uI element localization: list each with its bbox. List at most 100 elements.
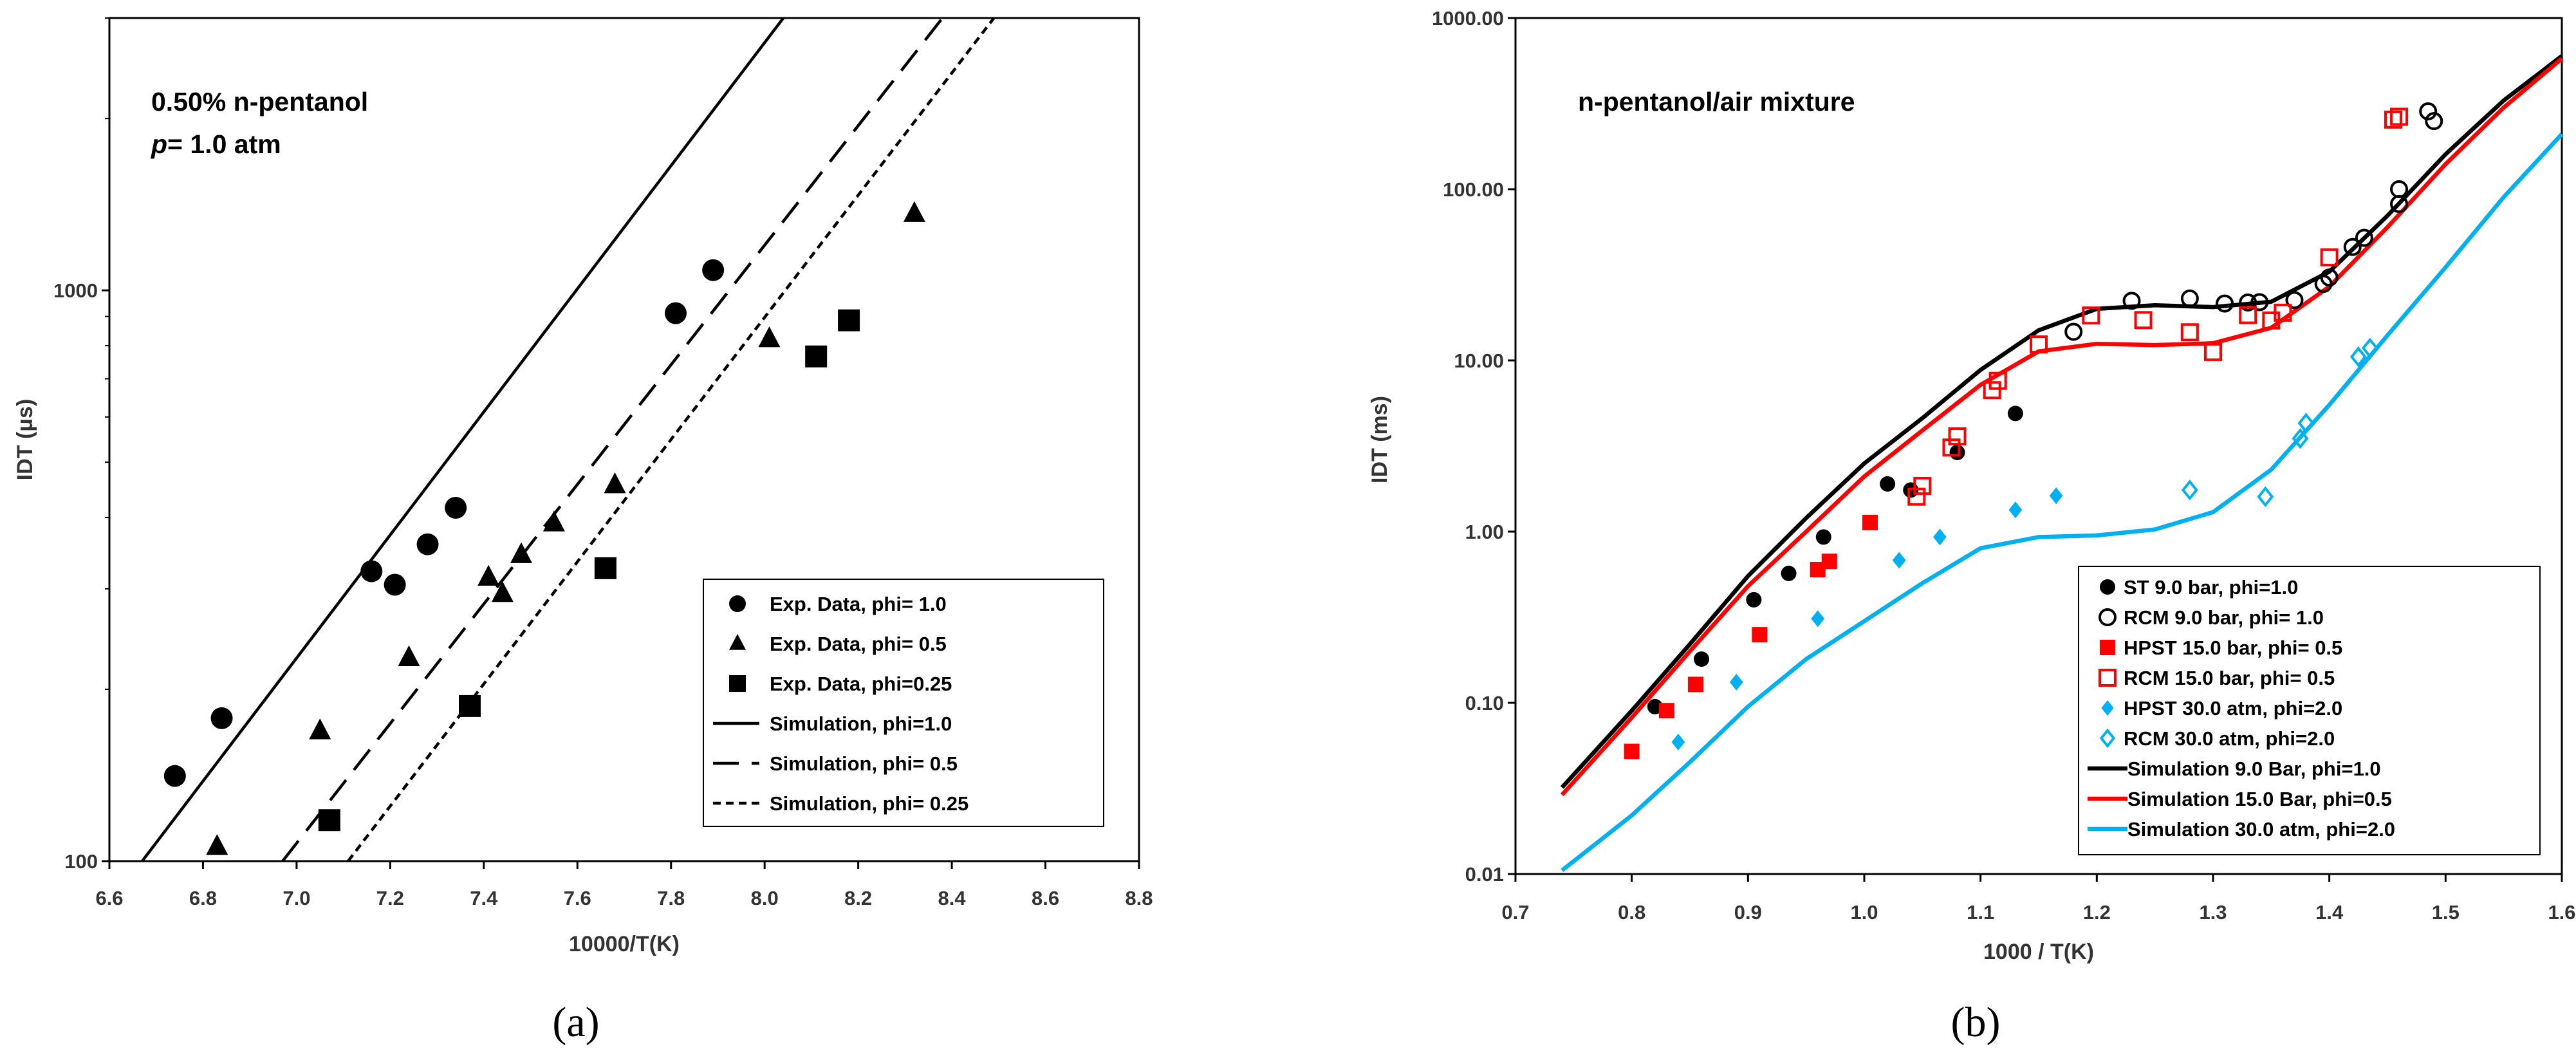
panel-b-data-point	[2181, 479, 2198, 501]
panel-a-data-point	[604, 472, 626, 494]
panel-b-data-point	[2285, 291, 2304, 310]
panel-b-ticks: 0.7 0.8 0.9 1.0 1.1 1.2 1.3 1.4 1.5 1.6 0.01 0.10 1.…	[1432, 7, 2576, 924]
panel-b-data-point	[1948, 427, 1967, 446]
panel-b-legend-label: RCM 15.0 bar, phi= 0.5	[2124, 667, 2335, 689]
panel-b-data-point	[2180, 289, 2199, 308]
panel-b-data-point	[2082, 306, 2100, 325]
panel-b-data-point	[1624, 743, 1640, 759]
panel-b-legend: ST 9.0 bar, phi=1.0 RCM 9.0 bar, phi= 1.0…	[2088, 576, 2395, 841]
panel-a-x-tick-label: 8.8	[1125, 887, 1153, 909]
panel-b-data-point	[1862, 514, 1878, 530]
panel-b-caption: (b)	[1951, 999, 2001, 1046]
panel-a-series-line	[141, 17, 785, 862]
panel-b-data-point	[2064, 322, 2083, 341]
panel-b-data-point	[1880, 476, 1896, 492]
panel-a-data-point	[445, 496, 467, 519]
panel-b-data-point	[2239, 293, 2257, 312]
panel-b-data-point	[1671, 733, 1685, 750]
panel-a-data-point	[163, 765, 186, 787]
panel-b-data-point	[2030, 335, 2048, 354]
panel-a-data-point	[318, 809, 340, 832]
panel-a-data-point	[384, 573, 406, 596]
panel-a-x-tick-label: 7.6	[564, 887, 591, 909]
panel-a-markers	[163, 201, 925, 855]
panel-b-data-point	[1942, 438, 1961, 457]
panel-b-data-point	[1913, 476, 1932, 495]
panel-b-y-tick-label: 1000.00	[1432, 7, 1504, 30]
panel-b-data-point	[1694, 651, 1710, 667]
panel-a-data-point	[360, 560, 383, 582]
panel-b-data-point	[2390, 180, 2409, 198]
panel-a-data-point	[805, 345, 828, 367]
panel-b-data-point	[1647, 698, 1663, 714]
panel-a-data-point	[838, 309, 860, 331]
panel-b-x-tick-label: 1.0	[1850, 901, 1878, 924]
panel-a-x-tick-label: 8.2	[844, 887, 872, 909]
panel-a-legend-label: Simulation, phi=1.0	[770, 712, 952, 735]
panel-a-data-point	[702, 259, 725, 281]
panel-b-legend-swatch	[2100, 579, 2115, 595]
panel-a-annotation-line2: p= 1.0 atm	[151, 129, 281, 159]
panel-b-data-point	[2274, 303, 2292, 322]
panel-a-annotation-pressure: = 1.0 atm	[167, 129, 281, 159]
panel-a-series-line	[281, 17, 944, 862]
panel-b-legend-label: Simulation 9.0 Bar, phi=1.0	[2127, 758, 2381, 780]
panel-a-x-tick-label: 8.0	[751, 887, 779, 909]
panel-b-data-point	[2361, 337, 2378, 359]
panel-b-legend-box	[2078, 566, 2541, 855]
panel-b-legend-swatch	[2099, 608, 2117, 626]
panel-b-data-point	[1729, 673, 1743, 691]
panel-b-y-tick-label: 1.00	[1465, 521, 1504, 543]
panel-b-data-point	[2384, 110, 2403, 129]
panel-b-series-line	[1560, 57, 2564, 797]
panel-b-data-point	[1933, 528, 1947, 546]
panel-a-legend-label: Exp. Data, phi= 1.0	[770, 593, 947, 615]
panel-b-legend-swatch	[2100, 640, 2115, 655]
panel-a-y-tick-label: 1000	[53, 279, 98, 302]
panel-b-legend-swatch	[2099, 669, 2117, 687]
panel-a-legend-box	[703, 579, 1104, 827]
panel-a-legend-swatch	[729, 675, 746, 692]
panel-a-legend-swatch	[729, 634, 746, 650]
panel-a-data-point	[477, 564, 500, 586]
panel-b-data-point	[2007, 405, 2023, 422]
panel-b-x-tick-label: 1.6	[2548, 901, 2575, 924]
panel-a-data-point	[309, 718, 331, 739]
panel-b-data-point	[2297, 413, 2315, 434]
panel-a-caption: (a)	[552, 999, 599, 1046]
panel-a-data-point	[903, 201, 925, 222]
panel-b-legend-label: RCM 30.0 atm, phi=2.0	[2124, 727, 2335, 750]
panel-a-data-point	[594, 557, 616, 579]
panel-a-x-tick-label: 6.8	[189, 887, 217, 909]
panel-b-x-axis-label: 1000 / T(K)	[1983, 940, 2094, 964]
panel-b-x-tick-label: 0.8	[1618, 901, 1645, 924]
panel-b-data-point	[2343, 237, 2362, 256]
panel-a-data-point	[510, 542, 532, 563]
panel-b-x-tick-label: 1.4	[2315, 901, 2344, 924]
panel-b-annotation: n-pentanol/air mixture	[1578, 87, 1855, 116]
panel-b-data-point	[2216, 294, 2234, 313]
panel-a-series-line	[347, 17, 996, 862]
panel-b-data-point	[1752, 627, 1768, 643]
panel-a-y-tick-label: 100	[64, 850, 98, 873]
panel-b-x-tick-label: 1.1	[1967, 901, 1994, 924]
panel-b-x-tick-label: 0.9	[1734, 901, 1762, 924]
panel-b-data-point	[2292, 428, 2309, 449]
panel-a-ticks: 6.6 6.8 7.0 7.2 7.4 7.6 7.8 8.0 8.2 8.4 8.6 8.8 100 1…	[53, 17, 1153, 909]
panel-a-legend-label: Exp. Data, phi=0.25	[770, 673, 952, 695]
panel-b-markers	[1624, 102, 2443, 759]
panel-b-x-tick-label: 1.3	[2199, 901, 2227, 924]
panel-a-x-tick-label: 7.2	[376, 887, 404, 909]
panel-a-plot-frame	[108, 17, 1140, 862]
panel-b-data-point	[1811, 610, 1825, 628]
panel-a-x-tick-label: 8.6	[1032, 887, 1059, 909]
panel-a-data-point	[758, 326, 781, 348]
panel-a-x-tick-label: 7.4	[470, 887, 498, 909]
panel-a-data-point	[210, 707, 233, 729]
panel-b-x-tick-label: 1.5	[2432, 901, 2460, 924]
panel-b-data-point	[2390, 107, 2409, 126]
panel-b-data-point	[1949, 445, 1965, 461]
panel-b-x-tick-label: 0.7	[1501, 901, 1529, 924]
panel-a-x-tick-label: 6.6	[95, 887, 123, 909]
panel-a-x-tick-label: 8.4	[938, 887, 967, 909]
